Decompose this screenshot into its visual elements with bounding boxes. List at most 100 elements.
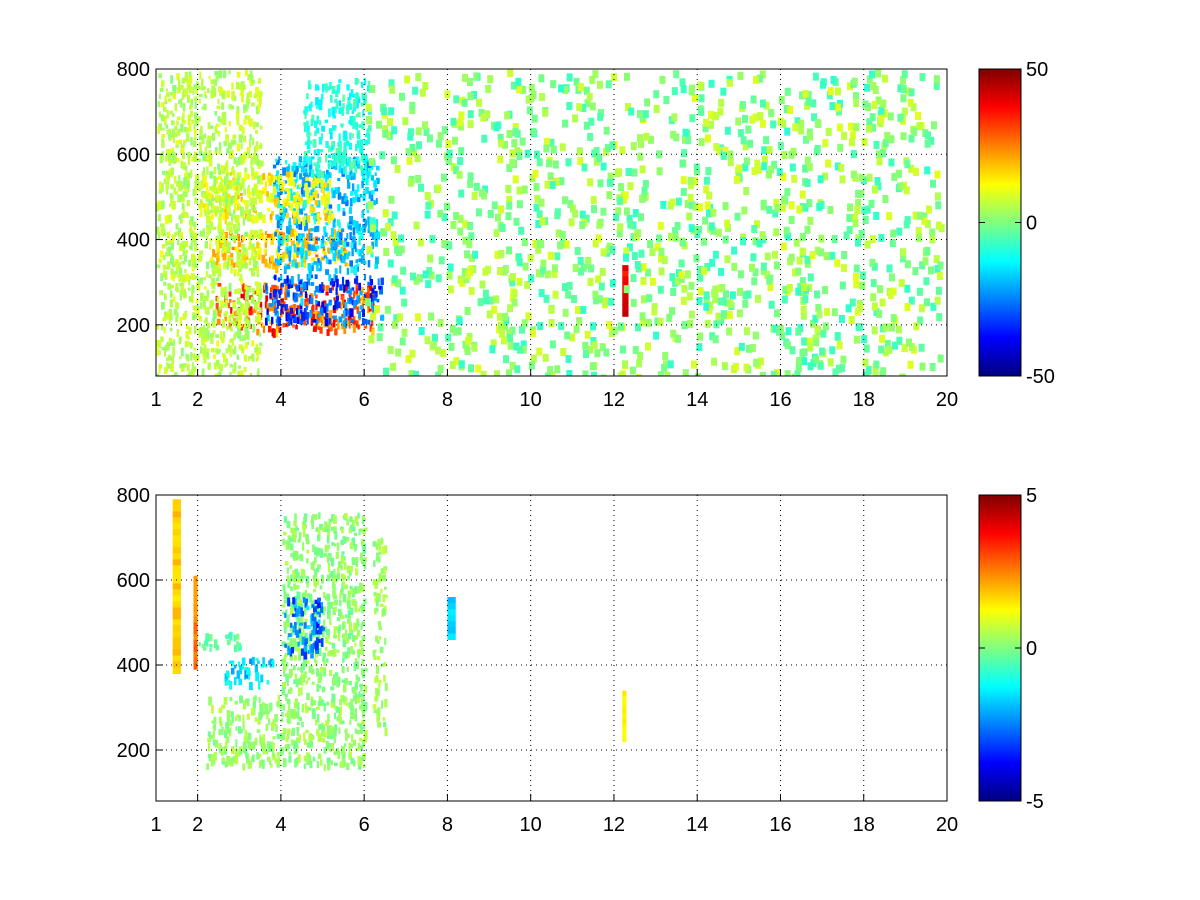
heatmap-cell: [314, 578, 317, 588]
heatmap-cell: [727, 158, 734, 167]
heatmap-cell: [292, 307, 295, 316]
heatmap-cell: [175, 288, 180, 293]
heatmap-cell: [261, 742, 265, 752]
heatmap-cell: [260, 322, 264, 328]
heatmap-cell: [172, 136, 175, 144]
heatmap-cell: [234, 331, 238, 337]
heatmap-cell: [358, 124, 362, 128]
heatmap-cell: [259, 288, 263, 292]
heatmap-cell: [166, 362, 169, 371]
heatmap-cell: [461, 98, 468, 107]
heatmap-cell: [287, 597, 291, 607]
heatmap-cell: [172, 92, 176, 100]
heatmap-cell: [257, 212, 262, 219]
heatmap-cell: [506, 246, 513, 255]
heatmap-cell: [930, 302, 937, 311]
heatmap-cell: [847, 203, 854, 212]
heatmap-cell: [321, 93, 324, 100]
heatmap-cell: [180, 366, 185, 372]
heatmap-cell: [355, 283, 359, 291]
heatmap-cell: [314, 514, 318, 521]
heatmap-cell: [826, 91, 833, 100]
heatmap-cell: [687, 176, 694, 185]
heatmap-cell: [313, 658, 316, 663]
heatmap-cell: [208, 160, 213, 167]
heatmap-cell: [161, 200, 165, 210]
heatmap-cell: [361, 96, 365, 101]
heatmap-cell: [319, 120, 322, 126]
heatmap-cell: [787, 257, 794, 266]
heatmap-cell: [630, 233, 637, 242]
heatmap-cell: [478, 188, 485, 197]
heatmap-cell: [202, 167, 206, 176]
heatmap-cell: [172, 85, 177, 93]
heatmap-cell: [336, 236, 339, 241]
heatmap-cell: [538, 239, 545, 248]
heatmap-cell: [624, 103, 631, 112]
heatmap-cell: [364, 95, 367, 103]
heatmap-cell: [759, 70, 766, 79]
heatmap-cell: [310, 316, 314, 326]
heatmap-cell: [231, 339, 234, 346]
heatmap-cell: [316, 728, 320, 736]
heatmap-cell: [383, 367, 390, 376]
heatmap-cell: [181, 260, 186, 265]
heatmap-cell: [358, 282, 362, 291]
heatmap-cell: [303, 237, 308, 247]
heatmap-cell: [362, 764, 366, 769]
heatmap-cell: [342, 320, 346, 327]
heatmap-cell: [587, 132, 594, 141]
heatmap-cell: [321, 301, 325, 309]
heatmap-cell: [336, 542, 340, 551]
heatmap-cell: [216, 296, 220, 303]
heatmap-cell: [312, 575, 317, 582]
heatmap-cell: [747, 139, 754, 148]
heatmap-cell: [310, 696, 314, 700]
heatmap-cell: [238, 202, 241, 207]
heatmap-cell: [647, 135, 654, 144]
heatmap-cell: [428, 271, 435, 280]
heatmap-cell: [206, 763, 209, 770]
heatmap-cell: [506, 195, 513, 204]
heatmap-cell: [236, 354, 240, 360]
heatmap-cell: [313, 588, 317, 593]
heatmap-cell: [234, 197, 239, 206]
heatmap-cell: [255, 229, 259, 238]
heatmap-cell: [363, 684, 367, 693]
heatmap-cell: [278, 231, 283, 237]
heatmap-cell: [295, 527, 300, 531]
heatmap-cell: [198, 330, 201, 338]
heatmap-cell: [280, 184, 284, 192]
heatmap-cell: [286, 540, 291, 547]
heatmap-cell: [192, 189, 196, 197]
heatmap-cell: [622, 310, 629, 317]
heatmap-cell: [184, 71, 188, 81]
heatmap-cell: [335, 100, 339, 110]
heatmap-cell: [248, 139, 251, 148]
heatmap-cell: [216, 105, 221, 110]
heatmap-cell: [165, 184, 169, 191]
heatmap-cell: [817, 175, 824, 184]
heatmap-cell: [293, 317, 297, 324]
heatmap-cell: [356, 225, 360, 234]
heatmap-cell: [225, 134, 229, 143]
heatmap-cell: [190, 352, 193, 361]
heatmap-cell: [333, 736, 336, 744]
heatmap-cell: [241, 93, 244, 103]
heatmap-cell: [331, 642, 336, 649]
heatmap-cell: [298, 156, 303, 163]
axes-frame: [155, 68, 948, 377]
heatmap-cell: [401, 328, 408, 337]
heatmap-cell: [291, 259, 295, 267]
heatmap-cell: [325, 740, 330, 750]
heatmap-cell: [364, 158, 369, 168]
heatmap-cell: [446, 241, 453, 250]
heatmap-cell: [350, 191, 354, 197]
heatmap-cell: [167, 98, 172, 103]
heatmap-cell: [182, 151, 185, 160]
heatmap-cell: [187, 156, 191, 166]
x-tick-label: 12: [603, 389, 625, 411]
heatmap-cell: [321, 289, 324, 293]
heatmap-cell: [258, 228, 263, 234]
heatmap-cell: [211, 290, 215, 294]
